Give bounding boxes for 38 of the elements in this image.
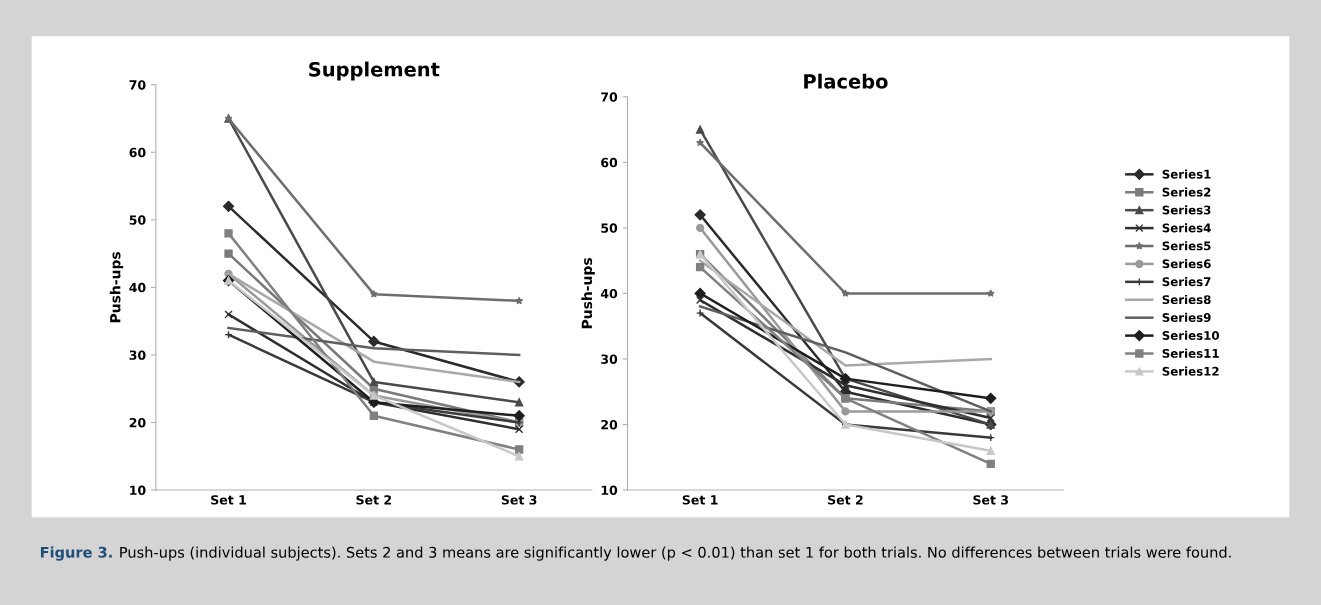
y-tick-label: 40 [129,282,146,293]
y-tick-label: 70 [601,92,618,102]
y-axis-title: Push-ups [109,251,124,323]
x-tick-label: Set 1 [682,495,718,505]
text: Push-ups (individual subjects). Sets 2 and 3 means are significantly lower (p < 0.01) than set 1 for both trials. No differences between trials were found. [120,546,1231,561]
chart-title: Placebo [804,73,888,89]
y-tick-label: 20 [129,417,146,428]
y-tick-label: 50 [601,223,618,233]
legend-label: Series4 [1162,223,1211,233]
x-tick-label: Set 3 [501,495,537,505]
legend-label: Series3 [1162,205,1211,215]
y-tick-label: 20 [601,419,618,430]
legend-label: Series1 [1162,169,1211,179]
legend-label: Series2 [1162,187,1211,197]
legend-label: Series6 [1162,259,1211,269]
legend-label: Series9 [1162,312,1211,322]
y-tick-label: 30 [129,350,146,360]
caption: Figure 3. [40,546,112,561]
legend-label: Series12 [1162,366,1219,376]
y-tick-label: 60 [129,147,146,158]
y-tick-label: 30 [601,354,618,364]
x-tick-label: Set 2 [828,495,863,505]
y-tick-label: 50 [129,215,146,225]
y-tick-label: 40 [600,288,618,299]
x-tick-label: Set 1 [211,495,246,505]
legend-label: Series8 [1162,294,1211,305]
legend-label: Series7 [1162,277,1211,287]
y-tick-label: 70 [129,80,146,90]
y-tick-label: 10 [130,485,146,495]
y-tick-label: 10 [601,485,618,495]
legend-label: Series10 [1162,330,1220,340]
legend-label: Series11 [1162,348,1219,358]
chart-title: Supplement [309,61,440,81]
legend-label: Series5 [1162,241,1211,251]
x-tick-label: Set 3 [973,495,1009,505]
y-tick-label: 60 [601,157,618,168]
y-axis-title: Push-ups [581,258,595,329]
x-tick-label: Set 2 [356,495,392,505]
